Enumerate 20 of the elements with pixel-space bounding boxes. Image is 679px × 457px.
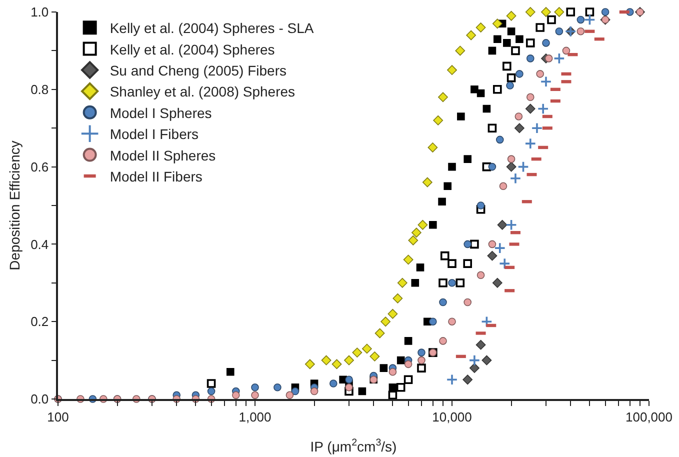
legend-label: Kelly et al. (2004) Spheres (110, 41, 275, 58)
legend-label: Shanley et al. (2008) Spheres (110, 84, 296, 100)
legend-label: Su and Cheng (2005) Fibers (110, 62, 286, 78)
y-tick-label: 0.0 (30, 392, 49, 407)
y-axis-title: Deposition Efficiency (6, 140, 22, 270)
y-tick-label: 1.0 (30, 4, 49, 20)
legend-label: Model II Fibers (110, 168, 202, 184)
legend-label: Model I Fibers (110, 126, 199, 142)
x-axis-title: IP (μm$^{2}$cm$^{3}$/s) (310, 438, 397, 454)
legend-label: Model I Spheres (110, 104, 212, 121)
y-tick-label: 0.2 (30, 314, 49, 330)
legend-label: Model II Spheres (110, 147, 216, 164)
y-tick-label: 0.6 (30, 159, 49, 174)
x-tick-label: 1,000 (238, 409, 272, 424)
x-tick-label: 100,000 (626, 409, 672, 424)
y-tick-label: 0.4 (30, 236, 49, 252)
x-tick-label: 100 (47, 409, 69, 424)
y-tick-label: 0.8 (30, 82, 49, 97)
legend-label: Kelly et al. (2004) Spheres - SLA (110, 20, 314, 36)
x-tick-label: 10,000 (432, 409, 472, 424)
